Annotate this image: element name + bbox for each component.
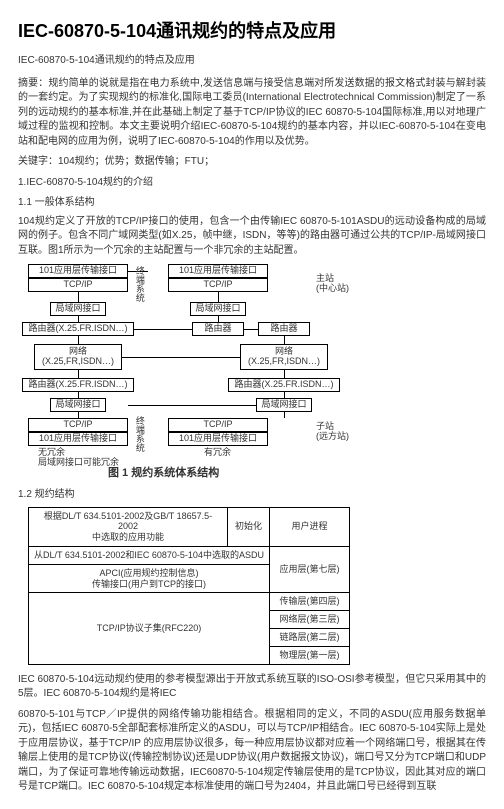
cell-r7c3: 物理层(第一层): [269, 646, 349, 664]
cell-r4c3: 传输层(第四层): [269, 593, 349, 611]
keywords: 关键字：104规约；优势；数据传输；FTU；: [18, 155, 486, 170]
box-app-if-br: 101应用层传输接口: [168, 432, 268, 446]
label-terminal-bot: 终端系统: [134, 416, 144, 452]
cell-r2c1: 从DL/T 634.5101-2002和IEC 60870-5-104中选取的A…: [29, 546, 270, 564]
box-lan-br: 局域网接口: [256, 398, 312, 412]
subtitle: IEC-60870-5-104通讯规约的特点及应用: [18, 54, 486, 69]
box-tcp-r: TCP/IP: [168, 278, 268, 292]
cell-r1c3: 用户进程: [269, 507, 349, 546]
cell-r5c1: TCP/IP协议子集(RFC220): [29, 593, 270, 664]
box-tcp-l: TCP/IP: [28, 278, 128, 292]
box-router-tl: 路由器(X.25.FR.ISDN…): [22, 322, 134, 336]
abstract: 摘要：规约简单的说就是指在电力系统中,发送信息端与接受信息端对所发送数据的报文格…: [18, 77, 486, 150]
box-net-r: 网络 (X.25,FR,ISDN…): [240, 344, 328, 370]
section-1-1: 1.1 一般体系结构: [18, 196, 486, 211]
cell-r3c1: APCI(应用规约控制信息) 传输接口(用户到TCP的接口): [29, 564, 270, 593]
box-tcp-br: TCP/IP: [168, 418, 268, 432]
figure-1-caption: 图 1 规约系统体系结构: [18, 466, 486, 482]
cell-r5c3: 网络层(第三层): [269, 611, 349, 629]
figure-1: 101应用层传输接口 TCP/IP 局域网接口 路由器(X.25.FR.ISDN…: [18, 264, 458, 464]
label-note2: 有冗余: [204, 448, 231, 458]
box-lan-bl: 局域网接口: [50, 398, 106, 412]
box-net-l: 网络 (X.25,FR,ISDN…): [34, 344, 122, 370]
box-router-bl: 路由器(X.25.FR.ISDN…): [22, 378, 134, 392]
cell-r1c1: 根据DL/T 634.5101-2002及GB/T 18657.5-2002 中…: [29, 507, 228, 546]
box-lan-l: 局域网接口: [50, 302, 106, 316]
para-1-1-a: 104规约定义了开放的TCP/IP接口的使用，包含一个由传输IEC 60870-…: [18, 215, 486, 259]
para-1-2-b: 60870-5-101与TCP／IP提供的网络传输功能相结合。根据相同的定义，不…: [18, 708, 486, 795]
section-1-2: 1.2 规约结构: [18, 488, 486, 503]
box-router-r: 路由器: [258, 322, 310, 336]
box-app-if-bl: 101应用层传输接口: [28, 432, 128, 446]
para-1-2-a: IEC 60870-5-104远动规约使用的参考模型源出于开放式系统互联的ISO…: [18, 673, 486, 702]
cell-r2c3: 应用层(第七层): [269, 546, 349, 592]
cell-r6c3: 链路层(第二层): [269, 628, 349, 646]
page-title: IEC-60870-5-104通讯规约的特点及应用: [18, 18, 486, 44]
label-note1: 无冗余 局域网接口可能冗余: [38, 448, 119, 468]
box-router-br: 路由器(X.25.FR.ISDN…): [228, 378, 340, 392]
cell-r1c2: 初始化: [227, 507, 269, 546]
label-sub-station: 子站 (远方站): [316, 422, 349, 442]
label-terminal-top: 终端系统: [134, 266, 144, 302]
box-tcp-bl: TCP/IP: [28, 418, 128, 432]
box-app-if-r: 101应用层传输接口: [168, 264, 268, 278]
section-1: 1.IEC-60870-5-104规约的介绍: [18, 176, 486, 191]
label-main-station: 主站 (中心站): [316, 274, 349, 294]
box-app-if-l: 101应用层传输接口: [28, 264, 128, 278]
protocol-layers-table: 根据DL/T 634.5101-2002及GB/T 18657.5-2002 中…: [28, 507, 350, 665]
box-lan-r: 局域网接口: [190, 302, 246, 316]
box-router-mid: 路由器: [192, 322, 244, 336]
